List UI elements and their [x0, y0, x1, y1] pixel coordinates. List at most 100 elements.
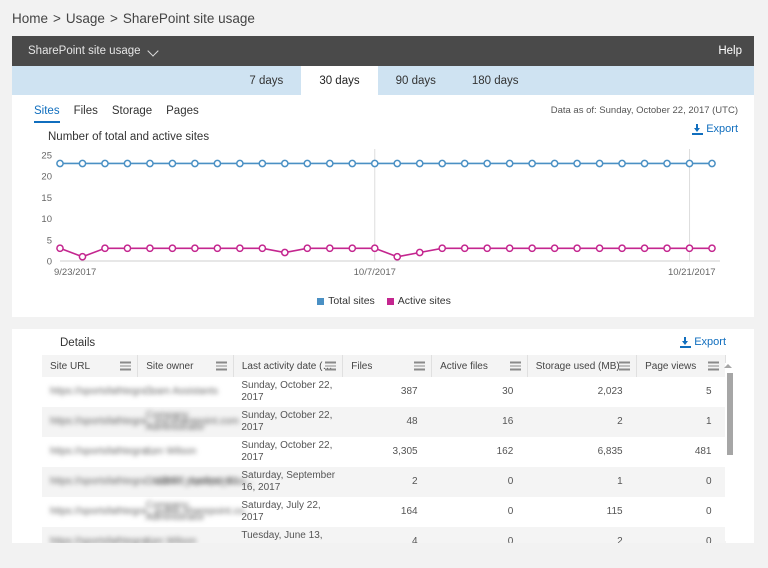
table-row[interactable]: https://sportsfathtegra...public.sharepo… — [42, 497, 726, 527]
column-header-last-activity-date-u[interactable]: Last activity date (U... — [233, 355, 344, 377]
breadcrumb-item-home[interactable]: Home — [12, 10, 49, 26]
data-point[interactable] — [393, 159, 402, 168]
table-row[interactable]: https://sportsfathtegra... Ken Wilson Sund… — [42, 437, 726, 467]
data-point[interactable] — [56, 159, 64, 168]
details-export-button[interactable]: Export — [680, 336, 726, 348]
data-point[interactable] — [415, 159, 424, 168]
help-link[interactable]: Help — [718, 45, 742, 57]
sub-tab-storage[interactable]: Storage — [111, 105, 153, 117]
data-point[interactable] — [303, 159, 312, 168]
column-header-page-views[interactable]: Page views — [636, 355, 726, 377]
data-point[interactable] — [213, 159, 222, 168]
data-point[interactable] — [303, 244, 312, 253]
data-point[interactable] — [640, 159, 649, 168]
sub-tab-sites[interactable]: Sites — [34, 105, 60, 123]
data-point[interactable] — [595, 159, 604, 168]
data-point[interactable] — [550, 244, 559, 253]
data-point[interactable] — [258, 244, 267, 253]
column-menu-icon[interactable] — [120, 361, 132, 371]
data-point[interactable] — [393, 252, 402, 261]
data-point[interactable] — [191, 244, 199, 253]
cell-page-views: 0 — [705, 506, 712, 517]
data-point[interactable] — [123, 244, 132, 253]
data-point[interactable] — [370, 244, 379, 253]
data-point[interactable] — [663, 244, 671, 253]
data-point[interactable] — [78, 159, 87, 168]
data-point[interactable] — [168, 159, 177, 168]
data-point[interactable] — [325, 159, 334, 168]
table-scrollbar-thumb[interactable] — [727, 373, 733, 455]
data-point[interactable] — [573, 159, 581, 168]
data-point[interactable] — [213, 244, 222, 253]
data-point[interactable] — [708, 244, 716, 253]
column-header-site-owner[interactable]: Site owner — [137, 355, 234, 377]
data-point[interactable] — [595, 244, 604, 253]
period-tab-7-days[interactable]: 7 days — [249, 74, 284, 87]
data-point[interactable] — [708, 159, 716, 168]
data-point[interactable] — [280, 159, 289, 168]
data-point[interactable] — [258, 159, 267, 168]
data-point[interactable] — [168, 244, 177, 253]
data-point[interactable] — [78, 252, 87, 261]
column-menu-icon[interactable] — [509, 361, 521, 371]
chart-export-button[interactable]: Export — [692, 123, 738, 135]
data-point[interactable] — [370, 159, 379, 168]
column-menu-icon[interactable] — [414, 361, 426, 371]
data-point[interactable] — [325, 244, 334, 253]
column-menu-icon[interactable] — [215, 361, 227, 371]
column-header-files[interactable]: Files — [342, 355, 433, 377]
data-point[interactable] — [191, 159, 199, 168]
data-point[interactable] — [236, 244, 244, 253]
scroll-up-arrow-icon[interactable] — [724, 364, 732, 368]
column-menu-icon[interactable] — [325, 361, 337, 371]
data-point[interactable] — [483, 244, 492, 253]
data-point[interactable] — [146, 244, 154, 253]
data-point[interactable] — [640, 244, 649, 253]
sub-tab-pages[interactable]: Pages — [166, 105, 199, 117]
period-tab-30-days[interactable]: 30 days — [301, 66, 378, 95]
data-point[interactable] — [618, 159, 626, 168]
data-point[interactable] — [505, 159, 514, 168]
table-row[interactable]: https://sportsfathtegra... Ken Wilson Tues… — [42, 527, 726, 543]
data-point[interactable] — [56, 244, 64, 253]
legend-item-total-sites[interactable]: Total sites — [317, 295, 375, 307]
cell-files: 48 — [342, 407, 432, 437]
data-point[interactable] — [101, 159, 109, 168]
data-point[interactable] — [685, 159, 694, 168]
data-point[interactable] — [573, 244, 581, 253]
data-point[interactable] — [685, 244, 694, 253]
period-tab-180-days[interactable]: 180 days — [471, 74, 519, 87]
data-point[interactable] — [483, 159, 492, 168]
data-point[interactable] — [438, 159, 447, 168]
data-point[interactable] — [348, 159, 357, 168]
data-point[interactable] — [280, 248, 289, 257]
sub-tab-files[interactable]: Files — [73, 105, 98, 117]
table-row[interactable]: https://sportsfathtegra...admin.sharepoi… — [42, 467, 726, 497]
data-point[interactable] — [460, 159, 469, 168]
data-point[interactable] — [528, 244, 536, 253]
data-point[interactable] — [528, 159, 536, 168]
data-point[interactable] — [123, 159, 132, 168]
breadcrumb-item-usage[interactable]: Usage — [65, 10, 105, 26]
column-menu-icon[interactable] — [619, 361, 631, 371]
data-point[interactable] — [348, 244, 357, 253]
table-row[interactable]: https://sportsfathtegra... Team Assistant… — [42, 377, 726, 407]
data-point[interactable] — [550, 159, 559, 168]
report-selector[interactable]: SharePoint site usage — [28, 45, 159, 57]
column-menu-icon[interactable] — [708, 361, 719, 371]
data-point[interactable] — [101, 244, 109, 253]
legend-item-active-sites[interactable]: Active sites — [386, 295, 451, 307]
data-point[interactable] — [146, 159, 154, 168]
data-point[interactable] — [663, 159, 671, 168]
data-point[interactable] — [618, 244, 626, 253]
data-point[interactable] — [415, 248, 424, 257]
data-point[interactable] — [438, 244, 447, 253]
data-point[interactable] — [460, 244, 469, 253]
column-header-site-url[interactable]: Site URL — [42, 355, 139, 377]
data-point[interactable] — [236, 159, 244, 168]
column-header-active-files[interactable]: Active files — [431, 355, 528, 377]
column-header-storage-used-mb[interactable]: Storage used (MB) — [527, 355, 638, 377]
table-row[interactable]: https://sportsfathtegra...my.sharepoint.… — [42, 407, 726, 437]
data-point[interactable] — [505, 244, 514, 253]
period-tab-90-days[interactable]: 90 days — [395, 74, 436, 87]
